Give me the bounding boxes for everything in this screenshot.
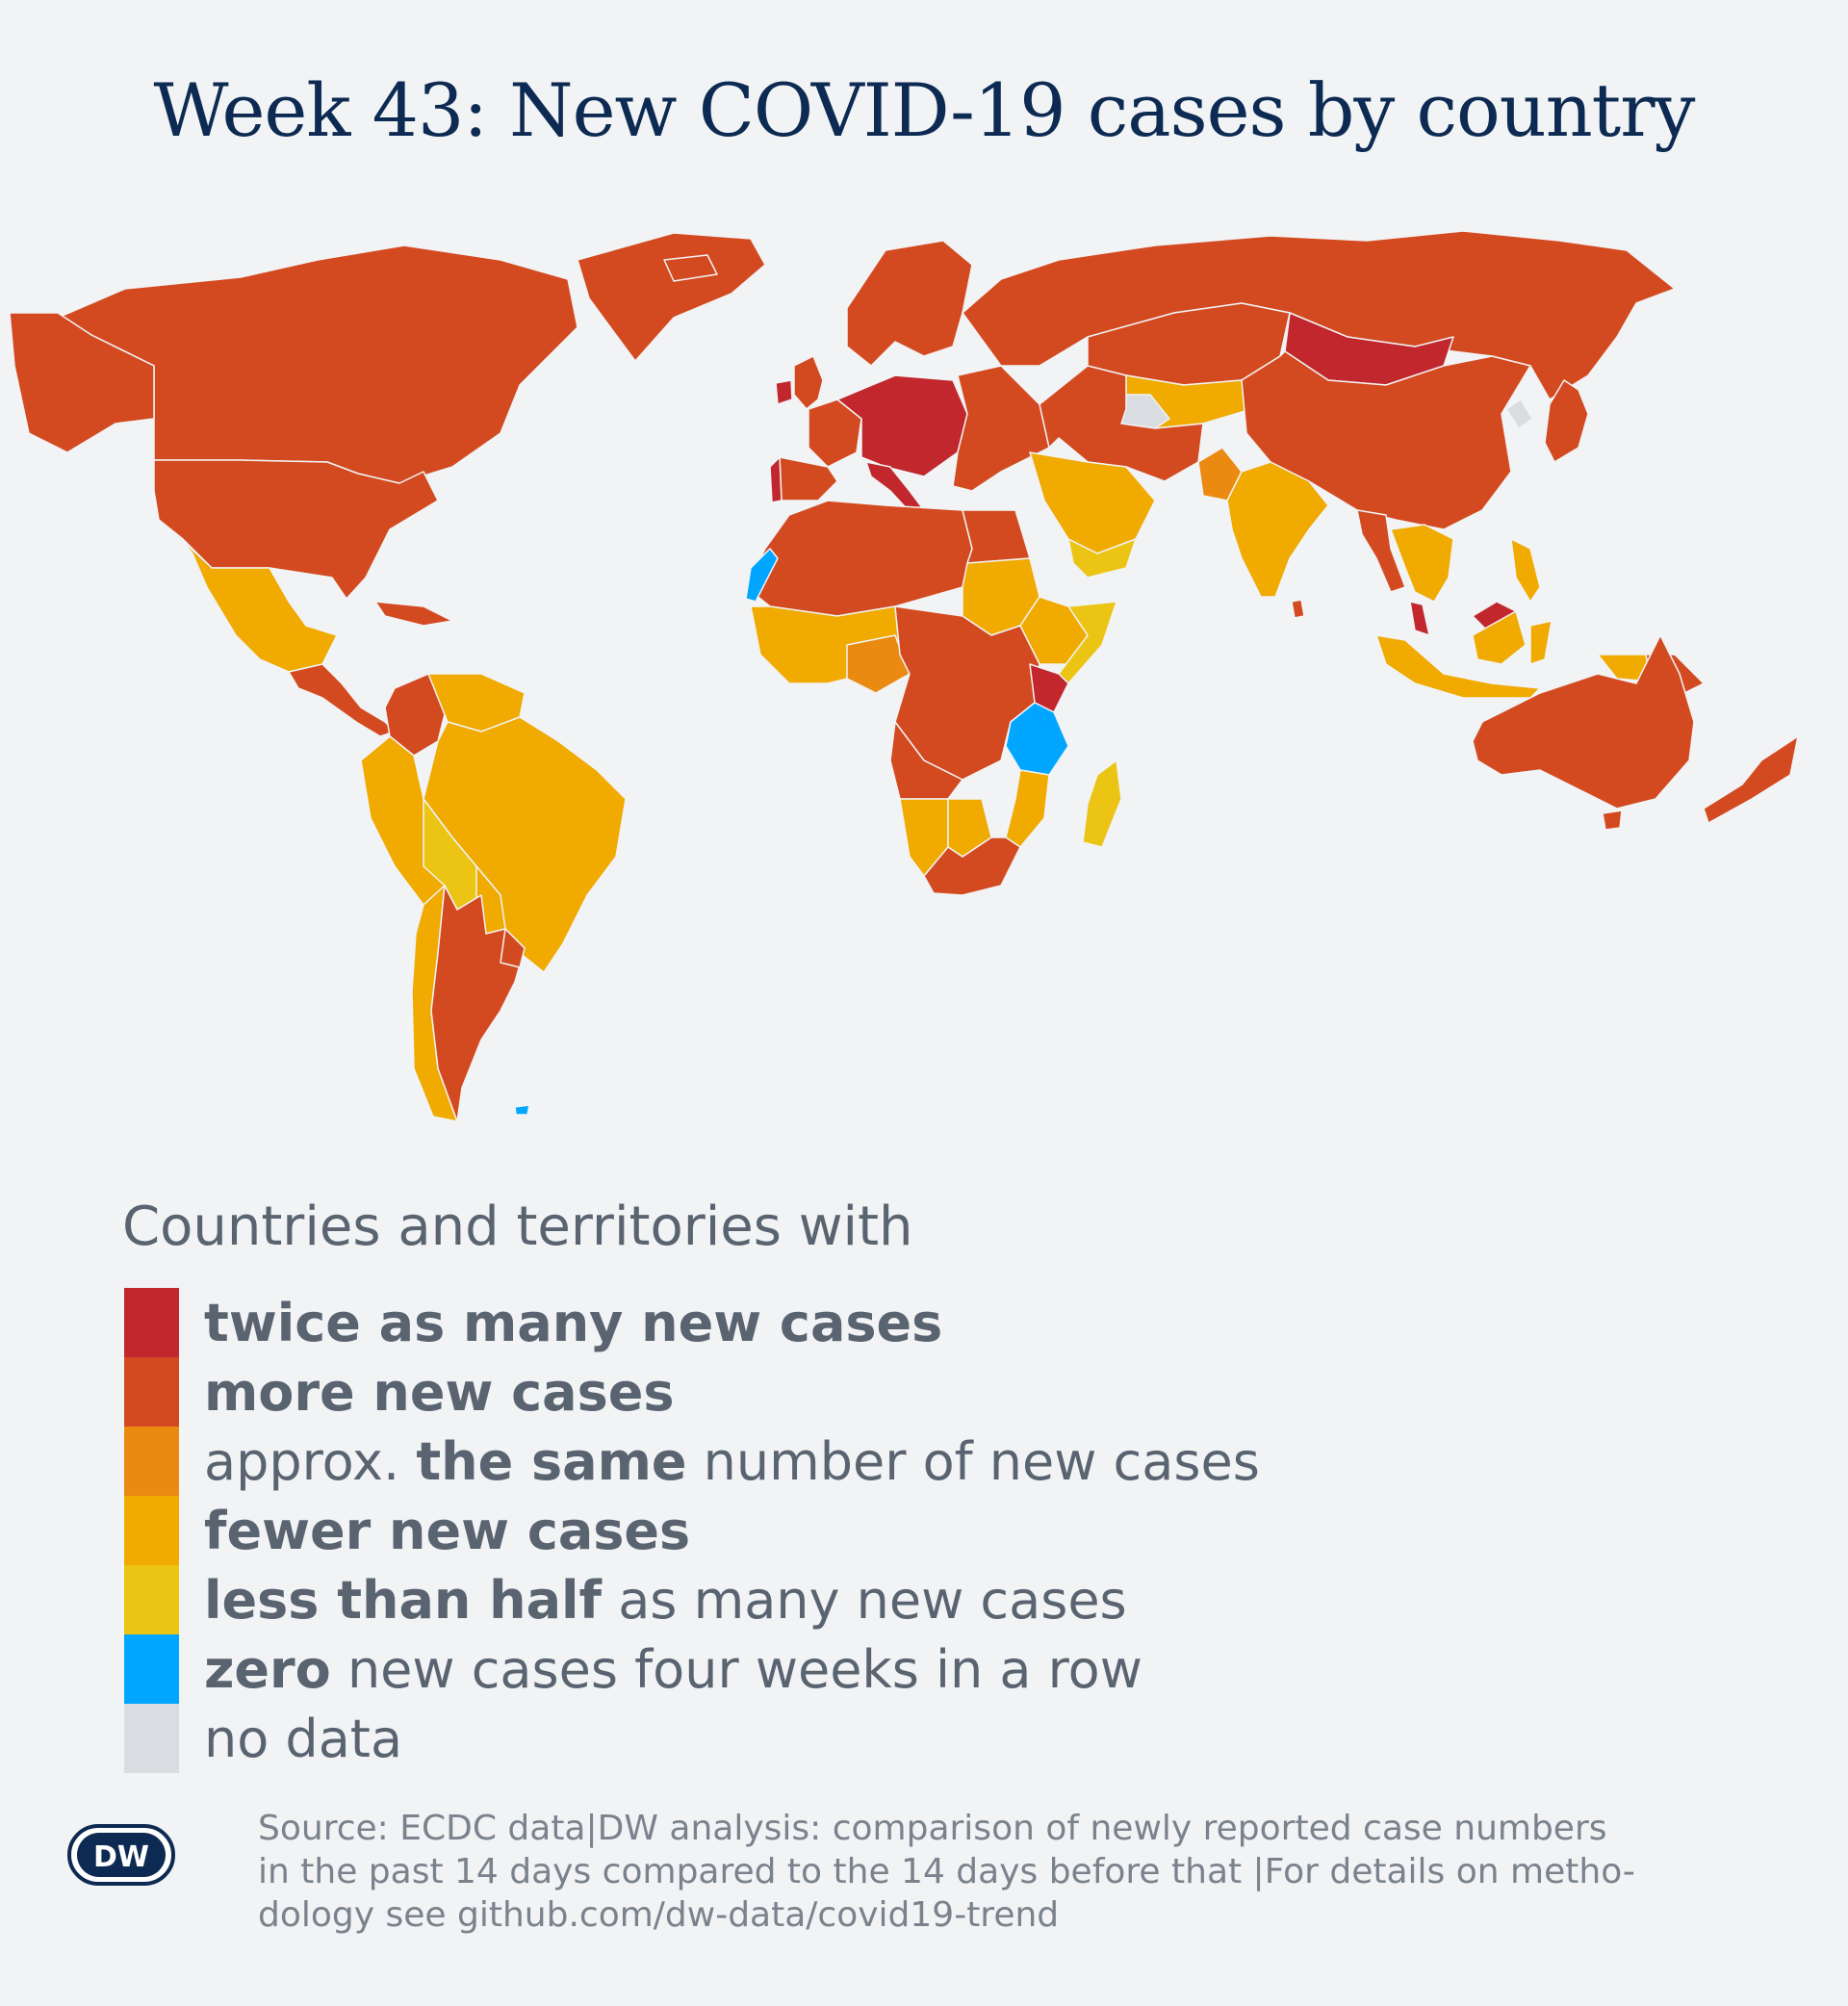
- region-united-states: [153, 459, 439, 600]
- region-tasmania: [1602, 810, 1623, 831]
- region-southeast-asia: [1390, 524, 1454, 603]
- legend-item-zero: zero new cases four weeks in a row: [124, 1634, 1260, 1704]
- swatch-twice: [124, 1288, 179, 1357]
- region-mozambique: [1005, 769, 1050, 848]
- region-middle-east: [1039, 365, 1204, 482]
- page-title: Week 43: New COVID-19 cases by country: [153, 67, 1696, 153]
- swatch-fewer: [124, 1496, 179, 1565]
- legend-label-half: less than half as many new cases: [204, 1569, 1127, 1631]
- region-falkland-islands: [514, 1104, 530, 1116]
- world-map: [9, 230, 1799, 1122]
- region-malaysia: [1409, 601, 1430, 636]
- region-sri-lanka: [1291, 599, 1305, 619]
- region-western-sahara: [745, 548, 779, 603]
- region-borneo-indonesia: [1472, 610, 1527, 665]
- source-line-1: Source: ECDC data|DW analysis: compariso…: [258, 1809, 1607, 1848]
- region-greenland: [577, 232, 766, 362]
- legend-item-twice: twice as many new cases: [124, 1288, 1260, 1357]
- region-eastern-europe: [952, 365, 1050, 492]
- region-nigeria: [846, 634, 911, 694]
- region-caribbean: [374, 601, 453, 627]
- source-line-2: in the past 14 days compared to the 14 d…: [258, 1852, 1635, 1891]
- region-kenya: [1029, 663, 1069, 713]
- region-yemen: [1067, 538, 1137, 579]
- legend-label-same: approx. the same number of new cases: [204, 1430, 1260, 1492]
- region-north-korea: [1505, 399, 1533, 429]
- region-new-zealand: [1703, 735, 1799, 824]
- legend-label-twice: twice as many new cases: [204, 1292, 943, 1353]
- legend-label-more: more new cases: [204, 1361, 675, 1423]
- legend-item-same: approx. the same number of new cases: [124, 1427, 1260, 1496]
- legend-item-more: more new cases: [124, 1357, 1260, 1427]
- region-egypt: [962, 509, 1031, 564]
- region-central-africa: [894, 605, 1040, 781]
- legend-item-fewer: fewer new cases: [124, 1496, 1260, 1565]
- region-central-europe: [836, 374, 968, 477]
- legend-heading: Countries and territories with: [122, 1196, 913, 1258]
- source-line-3: dology see github.com/dw-data/covid19-tr…: [258, 1895, 1060, 1935]
- region-philippines: [1510, 538, 1541, 603]
- region-tanzania: [1005, 702, 1069, 776]
- region-scandinavia: [846, 240, 973, 367]
- swatch-zero: [124, 1634, 179, 1704]
- region-central-america: [288, 663, 396, 737]
- region-uruguay: [500, 928, 526, 968]
- region-indonesia: [1375, 634, 1541, 699]
- legend-item-nodata: no data: [124, 1704, 1260, 1773]
- region-argentina: [430, 885, 526, 1122]
- legend: twice as many new cases more new cases a…: [124, 1288, 1260, 1773]
- region-alaska: [9, 312, 155, 453]
- region-ireland: [775, 379, 793, 405]
- legend-item-half: less than half as many new cases: [124, 1565, 1260, 1634]
- region-portugal: [769, 456, 783, 503]
- legend-label-fewer: fewer new cases: [204, 1500, 691, 1561]
- source-note: Source: ECDC data|DW analysis: compariso…: [258, 1807, 1798, 1937]
- swatch-more: [124, 1357, 179, 1427]
- region-north-africa: [745, 500, 973, 617]
- region-japan: [1544, 379, 1589, 463]
- region-australia: [1472, 634, 1695, 810]
- region-india: [1226, 461, 1329, 598]
- legend-label-nodata: no data: [204, 1708, 403, 1769]
- dw-logo: DW: [67, 1824, 175, 1886]
- region-madagascar: [1082, 759, 1122, 848]
- region-south-africa: [923, 836, 1021, 896]
- region-united-kingdom: [793, 355, 824, 410]
- region-sulawesi: [1529, 620, 1553, 665]
- swatch-same: [124, 1427, 179, 1496]
- dw-logo-text: DW: [93, 1840, 149, 1874]
- swatch-half: [124, 1565, 179, 1634]
- region-myanmar: [1356, 509, 1406, 593]
- region-iceland: [663, 254, 718, 282]
- legend-label-zero: zero new cases four weeks in a row: [204, 1638, 1142, 1700]
- swatch-nodata: [124, 1704, 179, 1773]
